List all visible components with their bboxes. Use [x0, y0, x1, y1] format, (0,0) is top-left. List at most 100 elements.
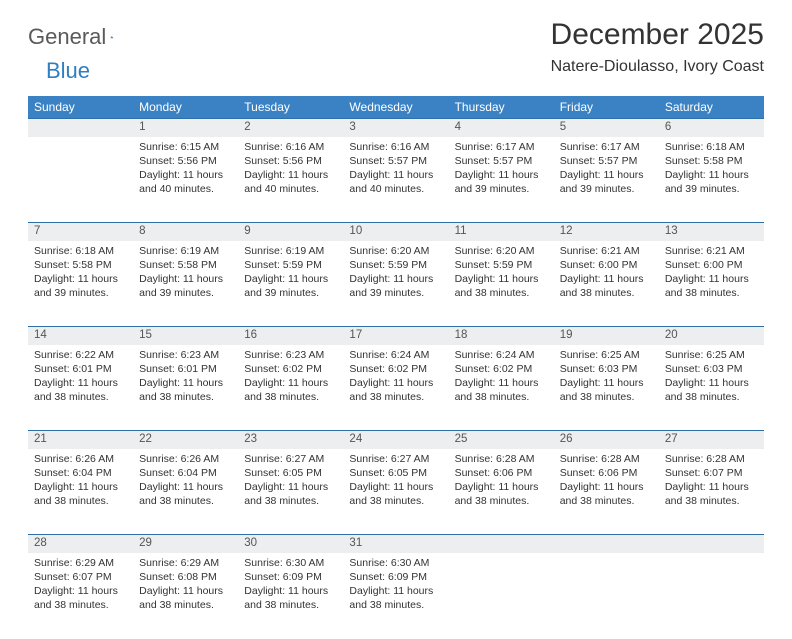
sunrise-text: Sunrise: 6:19 AM: [244, 244, 337, 258]
weekday-header-row: Sunday Monday Tuesday Wednesday Thursday…: [28, 96, 764, 119]
day2-text: and 38 minutes.: [139, 494, 232, 508]
weekday-header: Monday: [133, 96, 238, 119]
day-number-cell: 25: [449, 431, 554, 449]
day1-text: Daylight: 11 hours: [455, 480, 548, 494]
sunset-text: Sunset: 6:05 PM: [349, 466, 442, 480]
day2-text: and 40 minutes.: [244, 182, 337, 196]
day-content-cell: Sunrise: 6:28 AMSunset: 6:07 PMDaylight:…: [659, 449, 764, 535]
day-number-cell: 13: [659, 223, 764, 241]
sunset-text: Sunset: 5:59 PM: [349, 258, 442, 272]
brand-logo: General: [28, 18, 136, 50]
day-content-row: Sunrise: 6:18 AMSunset: 5:58 PMDaylight:…: [28, 241, 764, 327]
sunrise-text: Sunrise: 6:26 AM: [139, 452, 232, 466]
sunset-text: Sunset: 6:02 PM: [349, 362, 442, 376]
day-content-cell: Sunrise: 6:20 AMSunset: 5:59 PMDaylight:…: [449, 241, 554, 327]
calendar-page: General December 2025 Natere-Dioulasso, …: [0, 0, 792, 639]
day2-text: and 39 minutes.: [665, 182, 758, 196]
day1-text: Daylight: 11 hours: [455, 168, 548, 182]
day1-text: Daylight: 11 hours: [665, 168, 758, 182]
day-number-row: 123456: [28, 119, 764, 137]
day1-text: Daylight: 11 hours: [139, 272, 232, 286]
day-content-cell: Sunrise: 6:19 AMSunset: 5:59 PMDaylight:…: [238, 241, 343, 327]
sunset-text: Sunset: 5:58 PM: [665, 154, 758, 168]
sunset-text: Sunset: 5:57 PM: [349, 154, 442, 168]
day-number-row: 21222324252627: [28, 431, 764, 449]
day-content-cell: [28, 137, 133, 223]
day1-text: Daylight: 11 hours: [455, 272, 548, 286]
day2-text: and 38 minutes.: [349, 390, 442, 404]
day-content-cell: Sunrise: 6:30 AMSunset: 6:09 PMDaylight:…: [343, 553, 448, 639]
day1-text: Daylight: 11 hours: [455, 376, 548, 390]
sunrise-text: Sunrise: 6:18 AM: [34, 244, 127, 258]
day-number-cell: 26: [554, 431, 659, 449]
day-content-cell: Sunrise: 6:18 AMSunset: 5:58 PMDaylight:…: [659, 137, 764, 223]
sunset-text: Sunset: 6:03 PM: [665, 362, 758, 376]
sunset-text: Sunset: 6:02 PM: [455, 362, 548, 376]
sunrise-text: Sunrise: 6:27 AM: [244, 452, 337, 466]
weekday-header: Thursday: [449, 96, 554, 119]
calendar-table: Sunday Monday Tuesday Wednesday Thursday…: [28, 96, 764, 639]
day-number-cell: 9: [238, 223, 343, 241]
day-content-cell: Sunrise: 6:24 AMSunset: 6:02 PMDaylight:…: [343, 345, 448, 431]
weekday-header: Sunday: [28, 96, 133, 119]
sunrise-text: Sunrise: 6:27 AM: [349, 452, 442, 466]
day2-text: and 39 minutes.: [455, 182, 548, 196]
day-number-cell: 4: [449, 119, 554, 137]
day-number-cell: 23: [238, 431, 343, 449]
day-content-cell: Sunrise: 6:29 AMSunset: 6:07 PMDaylight:…: [28, 553, 133, 639]
day-content-cell: Sunrise: 6:19 AMSunset: 5:58 PMDaylight:…: [133, 241, 238, 327]
sunset-text: Sunset: 6:03 PM: [560, 362, 653, 376]
day-content-cell: [659, 553, 764, 639]
day-content-cell: Sunrise: 6:23 AMSunset: 6:02 PMDaylight:…: [238, 345, 343, 431]
sunrise-text: Sunrise: 6:21 AM: [665, 244, 758, 258]
day2-text: and 39 minutes.: [560, 182, 653, 196]
sunset-text: Sunset: 6:09 PM: [244, 570, 337, 584]
sunrise-text: Sunrise: 6:24 AM: [455, 348, 548, 362]
day2-text: and 38 minutes.: [665, 390, 758, 404]
sunset-text: Sunset: 6:07 PM: [665, 466, 758, 480]
day-number-cell: 15: [133, 327, 238, 345]
weekday-header: Wednesday: [343, 96, 448, 119]
day1-text: Daylight: 11 hours: [560, 376, 653, 390]
day-number-row: 28293031: [28, 535, 764, 553]
day-content-cell: Sunrise: 6:15 AMSunset: 5:56 PMDaylight:…: [133, 137, 238, 223]
sunset-text: Sunset: 5:58 PM: [139, 258, 232, 272]
day2-text: and 38 minutes.: [34, 390, 127, 404]
sunrise-text: Sunrise: 6:30 AM: [349, 556, 442, 570]
day-content-cell: Sunrise: 6:28 AMSunset: 6:06 PMDaylight:…: [449, 449, 554, 535]
sunrise-text: Sunrise: 6:15 AM: [139, 140, 232, 154]
day1-text: Daylight: 11 hours: [244, 376, 337, 390]
day-content-cell: Sunrise: 6:16 AMSunset: 5:57 PMDaylight:…: [343, 137, 448, 223]
sunrise-text: Sunrise: 6:21 AM: [560, 244, 653, 258]
day-number-cell: 16: [238, 327, 343, 345]
day-number-cell: 10: [343, 223, 448, 241]
day-number-cell: 8: [133, 223, 238, 241]
day1-text: Daylight: 11 hours: [349, 480, 442, 494]
day-number-cell: 21: [28, 431, 133, 449]
day2-text: and 39 minutes.: [34, 286, 127, 300]
sunrise-text: Sunrise: 6:17 AM: [560, 140, 653, 154]
day-content-cell: Sunrise: 6:28 AMSunset: 6:06 PMDaylight:…: [554, 449, 659, 535]
weekday-header: Friday: [554, 96, 659, 119]
day1-text: Daylight: 11 hours: [560, 480, 653, 494]
sunset-text: Sunset: 6:00 PM: [665, 258, 758, 272]
sunset-text: Sunset: 6:04 PM: [139, 466, 232, 480]
weekday-header: Tuesday: [238, 96, 343, 119]
day2-text: and 38 minutes.: [560, 390, 653, 404]
day-content-cell: [449, 553, 554, 639]
day1-text: Daylight: 11 hours: [665, 376, 758, 390]
day1-text: Daylight: 11 hours: [34, 480, 127, 494]
day-number-cell: 11: [449, 223, 554, 241]
day1-text: Daylight: 11 hours: [560, 168, 653, 182]
day-content-cell: Sunrise: 6:21 AMSunset: 6:00 PMDaylight:…: [554, 241, 659, 327]
day2-text: and 38 minutes.: [455, 286, 548, 300]
day-number-cell: 29: [133, 535, 238, 553]
month-title: December 2025: [551, 18, 764, 52]
day2-text: and 39 minutes.: [139, 286, 232, 300]
sunset-text: Sunset: 6:06 PM: [560, 466, 653, 480]
day-number-cell: 18: [449, 327, 554, 345]
day2-text: and 38 minutes.: [455, 390, 548, 404]
day2-text: and 38 minutes.: [349, 494, 442, 508]
title-block: December 2025 Natere-Dioulasso, Ivory Co…: [551, 18, 764, 76]
day2-text: and 38 minutes.: [139, 598, 232, 612]
